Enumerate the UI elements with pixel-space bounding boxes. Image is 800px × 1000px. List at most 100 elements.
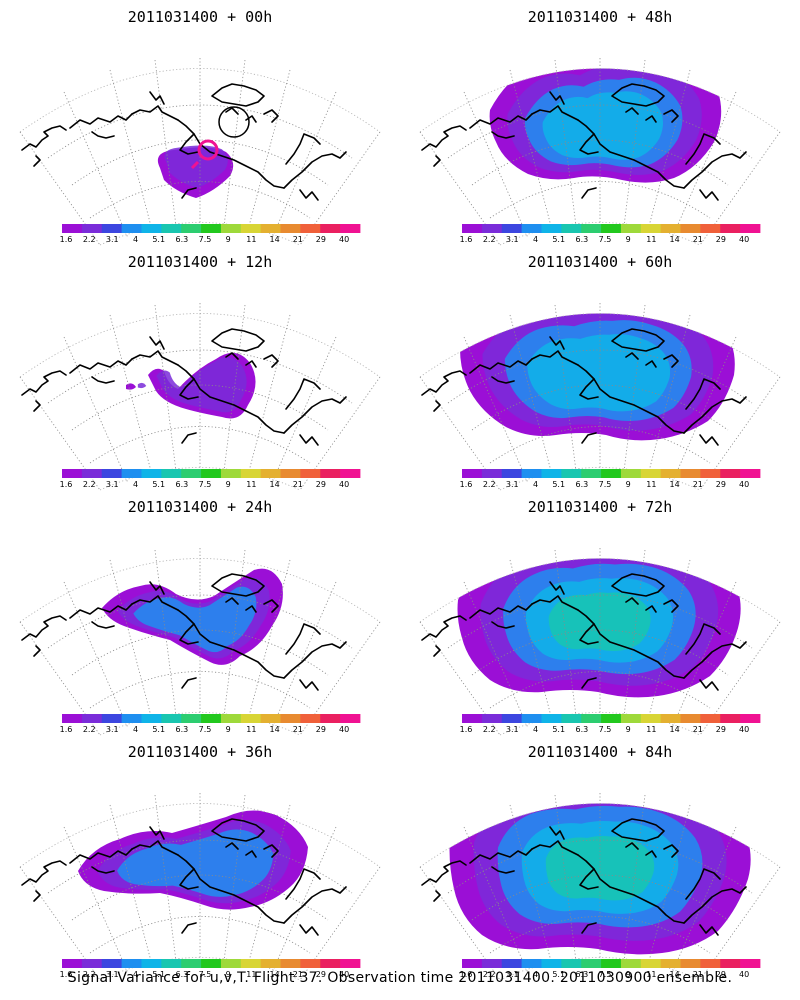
- colorbar-swatch: [260, 469, 281, 478]
- colorbar: 1.6 2.2 3.1 4 5.1 6.3 7.5 9 11 14 21 29 40: [460, 714, 761, 734]
- colorbar-swatch: [101, 469, 122, 478]
- colorbar-label: 29: [316, 970, 326, 979]
- colorbar-swatch: [161, 714, 182, 723]
- colorbar-label: 3.1: [106, 235, 119, 244]
- colorbar-label: 9: [626, 235, 631, 244]
- colorbar-swatch: [501, 959, 522, 968]
- colorbar-swatch: [320, 224, 341, 233]
- colorbar-label: 40: [739, 480, 749, 489]
- colorbar-label: 7.5: [199, 970, 212, 979]
- colorbar-swatch: [521, 469, 542, 478]
- colorbar-label: 40: [739, 725, 749, 734]
- colorbar-swatch: [660, 469, 681, 478]
- colorbar-label: 2.2: [83, 480, 96, 489]
- colorbar-swatch: [581, 959, 602, 968]
- colorbar-label: 7.5: [199, 725, 212, 734]
- colorbar-swatch: [640, 959, 662, 968]
- colorbar-swatch: [640, 714, 662, 723]
- colorbar-label: 1.6: [60, 480, 73, 489]
- colorbar-swatch: [601, 224, 622, 233]
- colorbar-label: 4: [533, 970, 538, 979]
- colorbar-swatch: [201, 714, 222, 723]
- colorbar-label: 2.2: [83, 970, 96, 979]
- colorbar-swatch: [561, 469, 582, 478]
- colorbar-label: 29: [716, 970, 726, 979]
- colorbar-swatch: [340, 714, 361, 723]
- map-panel-12h: 2011031400 + 12h 1.6 2.2 3.1 4 5.1 6.3 7.5 9 11 14…: [19, 253, 381, 491]
- colorbar-label: 7.5: [599, 480, 612, 489]
- colorbar-swatch: [62, 469, 83, 478]
- colorbar-swatch: [680, 959, 701, 968]
- colorbar-label: 29: [316, 235, 326, 244]
- colorbar-label: 2.2: [83, 725, 96, 734]
- colorbar-swatch: [220, 469, 242, 478]
- colorbar-label: 4: [133, 725, 138, 734]
- colorbar-swatch: [462, 959, 483, 968]
- colorbar-label: 14: [270, 970, 280, 979]
- colorbar-swatch: [720, 714, 741, 723]
- colorbar-label: 9: [626, 480, 631, 489]
- colorbar-swatch: [300, 469, 321, 478]
- colorbar-swatch: [620, 224, 642, 233]
- colorbar-swatch: [541, 714, 562, 723]
- colorbar-label: 9: [626, 970, 631, 979]
- colorbar-label: 14: [670, 725, 680, 734]
- colorbar-swatch: [660, 224, 681, 233]
- colorbar-label: 3.1: [106, 480, 119, 489]
- colorbar: 1.6 2.2 3.1 4 5.1 6.3 7.5 9 11 14 21 29 40: [460, 224, 761, 244]
- figure-caption: Signal Variance for u,v,T. Flight 37. Ob…: [68, 970, 732, 986]
- colorbar-label: 6.3: [176, 970, 189, 979]
- colorbar-label: 7.5: [599, 970, 612, 979]
- colorbar-label: 5.1: [152, 480, 165, 489]
- colorbar-label: 4: [133, 970, 138, 979]
- colorbar-swatch: [181, 959, 202, 968]
- colorbar-label: 29: [716, 480, 726, 489]
- colorbar-label: 1.6: [460, 725, 473, 734]
- colorbar-swatch: [501, 469, 522, 478]
- colorbar-swatch: [141, 714, 162, 723]
- panel-title: 2011031400 + 72h: [528, 498, 673, 516]
- colorbar-swatch: [680, 469, 701, 478]
- colorbar-label: 11: [246, 725, 256, 734]
- variance-field: [460, 313, 735, 441]
- map-area: [19, 547, 381, 736]
- variance-field: [457, 558, 741, 698]
- colorbar-label: 3.1: [106, 970, 119, 979]
- colorbar-swatch: [740, 469, 761, 478]
- colorbar-label: 5.1: [552, 970, 565, 979]
- colorbar-swatch: [561, 714, 582, 723]
- variance-field: [78, 810, 308, 910]
- colorbar-label: 6.3: [576, 970, 589, 979]
- map-area: [19, 792, 381, 981]
- colorbar-swatch: [481, 224, 503, 233]
- colorbar-label: 40: [339, 235, 349, 244]
- colorbar-label: 2.2: [483, 970, 496, 979]
- colorbar-label: 11: [246, 480, 256, 489]
- colorbar-label: 11: [246, 970, 256, 979]
- colorbar-swatch: [501, 224, 522, 233]
- colorbar-label: 7.5: [599, 235, 612, 244]
- colorbar-label: 4: [533, 235, 538, 244]
- colorbar-label: 6.3: [576, 725, 589, 734]
- colorbar-label: 9: [626, 725, 631, 734]
- colorbar-label: 21: [693, 970, 703, 979]
- panel-title: 2011031400 + 12h: [128, 253, 273, 271]
- panel-title: 2011031400 + 60h: [528, 253, 673, 271]
- colorbar-label: 21: [293, 235, 303, 244]
- colorbar-swatch: [680, 714, 701, 723]
- map-panel-36h: 2011031400 + 36h 1.6 2.2 3.1 4 5.1 6.3 7.5 9 11 14…: [19, 743, 381, 981]
- colorbar-label: 29: [316, 480, 326, 489]
- colorbar-swatch: [620, 959, 642, 968]
- colorbar-label: 2.2: [483, 725, 496, 734]
- colorbar-swatch: [740, 714, 761, 723]
- colorbar-swatch: [81, 224, 103, 233]
- colorbar-swatch: [700, 469, 721, 478]
- map-panel-72h: 2011031400 + 72h 1.6 2.2 3.1 4 5.1 6.3 7.5 9 11 14…: [419, 498, 781, 736]
- colorbar-label: 7.5: [599, 725, 612, 734]
- colorbar-swatch: [240, 714, 262, 723]
- colorbar-swatch: [181, 224, 202, 233]
- colorbar-label: 14: [270, 235, 280, 244]
- colorbar-swatch: [462, 469, 483, 478]
- colorbar-swatch: [521, 714, 542, 723]
